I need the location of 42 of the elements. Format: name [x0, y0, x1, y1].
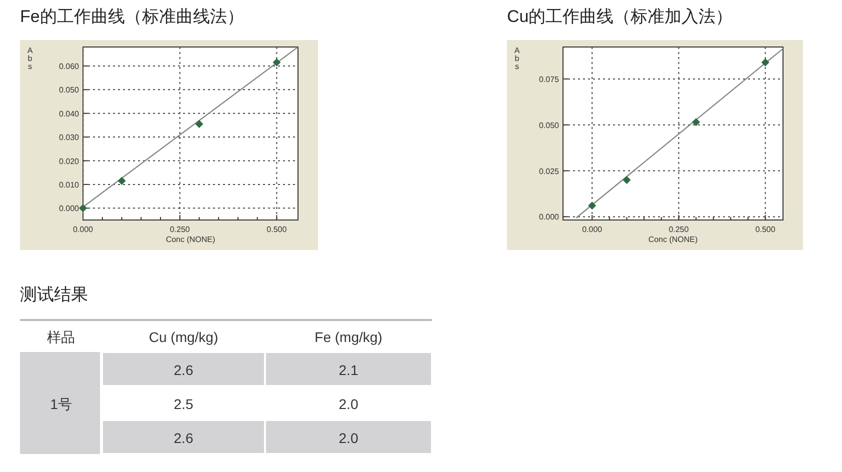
- x-axis-title: Conc (NONE): [166, 235, 216, 244]
- x-tick-label: 0.000: [72, 225, 94, 234]
- y-tick-label: 0.060: [58, 62, 80, 71]
- x-tick-label: 0.250: [170, 225, 190, 234]
- y-tick-label: 0.030: [58, 133, 80, 142]
- chart-title: Fe的工作曲线（标准曲线法）: [20, 7, 244, 26]
- point: [692, 118, 700, 126]
- y-axis-title: Abs: [27, 46, 34, 71]
- y-tick-label: 0.000: [58, 204, 80, 214]
- text: 2.5: [174, 396, 194, 412]
- x-tick-label: 0.500: [755, 225, 776, 234]
- x-axis-title: Conc (NONE): [648, 235, 698, 244]
- point: [79, 204, 87, 212]
- y-tick-label: 0.010: [58, 180, 80, 190]
- point: [622, 176, 631, 184]
- text: 2.6: [174, 362, 194, 378]
- text: 2.0: [338, 396, 358, 412]
- y-tick-label: 0.020: [58, 156, 80, 166]
- y-tick-label: 0.000: [538, 212, 560, 222]
- x-tick-label: 0.250: [668, 225, 690, 234]
- y-axis-title: Abs: [514, 46, 520, 71]
- text: 2.1: [338, 362, 358, 378]
- text: 测试结果: [20, 285, 88, 304]
- text: Cu (mg/kg): [148, 329, 218, 345]
- chart-title: Cu的工作曲线（标准加入法）: [507, 7, 733, 26]
- y-tick-label: 0.050: [58, 86, 80, 95]
- text: Fe (mg/kg): [314, 329, 382, 345]
- y-tick-label: 0.025: [538, 166, 560, 176]
- y-tick-label: 0.075: [538, 74, 560, 84]
- x-tick-label: 0.500: [266, 225, 288, 234]
- point: [761, 58, 770, 66]
- y-tick-label: 0.040: [58, 109, 80, 118]
- point: [195, 120, 204, 128]
- text: 2.6: [174, 430, 194, 446]
- text: 1号: [50, 396, 72, 412]
- point: [588, 202, 596, 210]
- text: 2.0: [338, 430, 358, 446]
- point: [118, 176, 126, 185]
- point: [272, 58, 281, 66]
- text: 样品: [47, 329, 75, 345]
- x-tick-label: 0.000: [582, 225, 603, 234]
- y-tick-label: 0.050: [538, 120, 560, 130]
